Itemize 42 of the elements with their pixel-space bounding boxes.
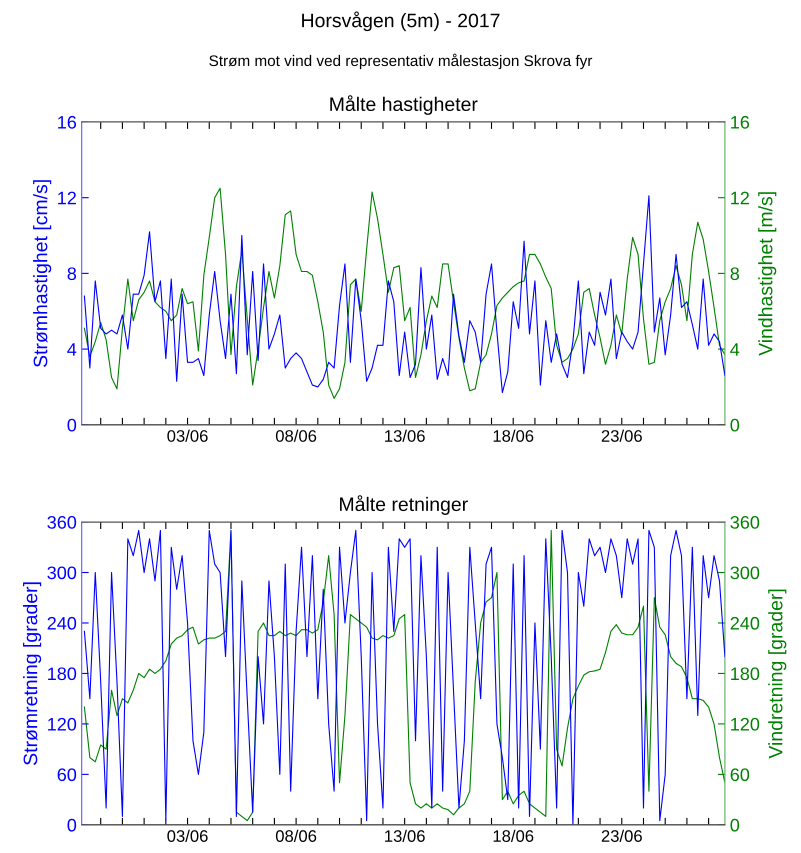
chart-title: Målte hastigheter bbox=[330, 95, 478, 115]
y2-axis-title: Vindhastighet [m/s] bbox=[758, 192, 776, 356]
x-tick-label: 03/06 bbox=[167, 830, 208, 842]
y-tick-label: 8 bbox=[68, 267, 76, 280]
y2-tick-label: 120 bbox=[731, 718, 760, 731]
y-tick-label: 240 bbox=[48, 616, 76, 630]
x-tick-label: 08/06 bbox=[276, 430, 316, 442]
y-tick-label: 16 bbox=[58, 116, 76, 129]
y-tick-label: 0 bbox=[68, 418, 76, 432]
y2-tick-label: 240 bbox=[730, 616, 760, 630]
y2-tick-label: 180 bbox=[731, 667, 760, 680]
y2-tick-label: 60 bbox=[730, 768, 750, 782]
text: Strøm mot vind ved representativ målestasjon Skrova fyr bbox=[209, 54, 592, 70]
y-tick-label: 120 bbox=[48, 718, 76, 731]
text: Horsvågen (5m) - 2017 bbox=[302, 11, 500, 32]
y2-tick-label: 4 bbox=[730, 343, 740, 356]
y-axis-title: Strømhastighet [cm/s] bbox=[33, 180, 52, 368]
y2-axis-title: Vindretning [grader] bbox=[768, 590, 786, 759]
y-tick-label: 180 bbox=[48, 667, 76, 680]
x-tick-label: 23/06 bbox=[602, 430, 642, 442]
x-tick-label: 08/06 bbox=[276, 830, 316, 842]
y2-tick-label: 360 bbox=[730, 516, 760, 529]
y2-tick-label: 12 bbox=[731, 192, 749, 204]
x-tick-label: 18/06 bbox=[494, 830, 534, 842]
y2-tick-label: 0 bbox=[730, 818, 740, 832]
chart-title: Målte retninger bbox=[340, 495, 468, 515]
y-tick-label: 0 bbox=[68, 818, 76, 832]
x-tick-label: 23/06 bbox=[602, 830, 642, 842]
y2-tick-label: 0 bbox=[730, 418, 740, 432]
x-tick-label: 18/06 bbox=[494, 430, 534, 442]
y-tick-label: 60 bbox=[58, 768, 76, 782]
y2-tick-label: 300 bbox=[730, 566, 760, 580]
y-tick-label: 12 bbox=[58, 192, 76, 204]
x-tick-label: 13/06 bbox=[385, 430, 425, 442]
y-axis-title: Strømretning [grader] bbox=[23, 582, 42, 765]
y-tick-label: 300 bbox=[47, 566, 76, 580]
x-tick-label: 03/06 bbox=[167, 430, 208, 442]
x-tick-label: 13/06 bbox=[385, 830, 425, 842]
y-tick-label: 4 bbox=[67, 343, 76, 356]
y2-tick-label: 16 bbox=[731, 116, 750, 129]
y2-tick-label: 8 bbox=[730, 267, 740, 280]
y-tick-label: 360 bbox=[47, 516, 76, 529]
